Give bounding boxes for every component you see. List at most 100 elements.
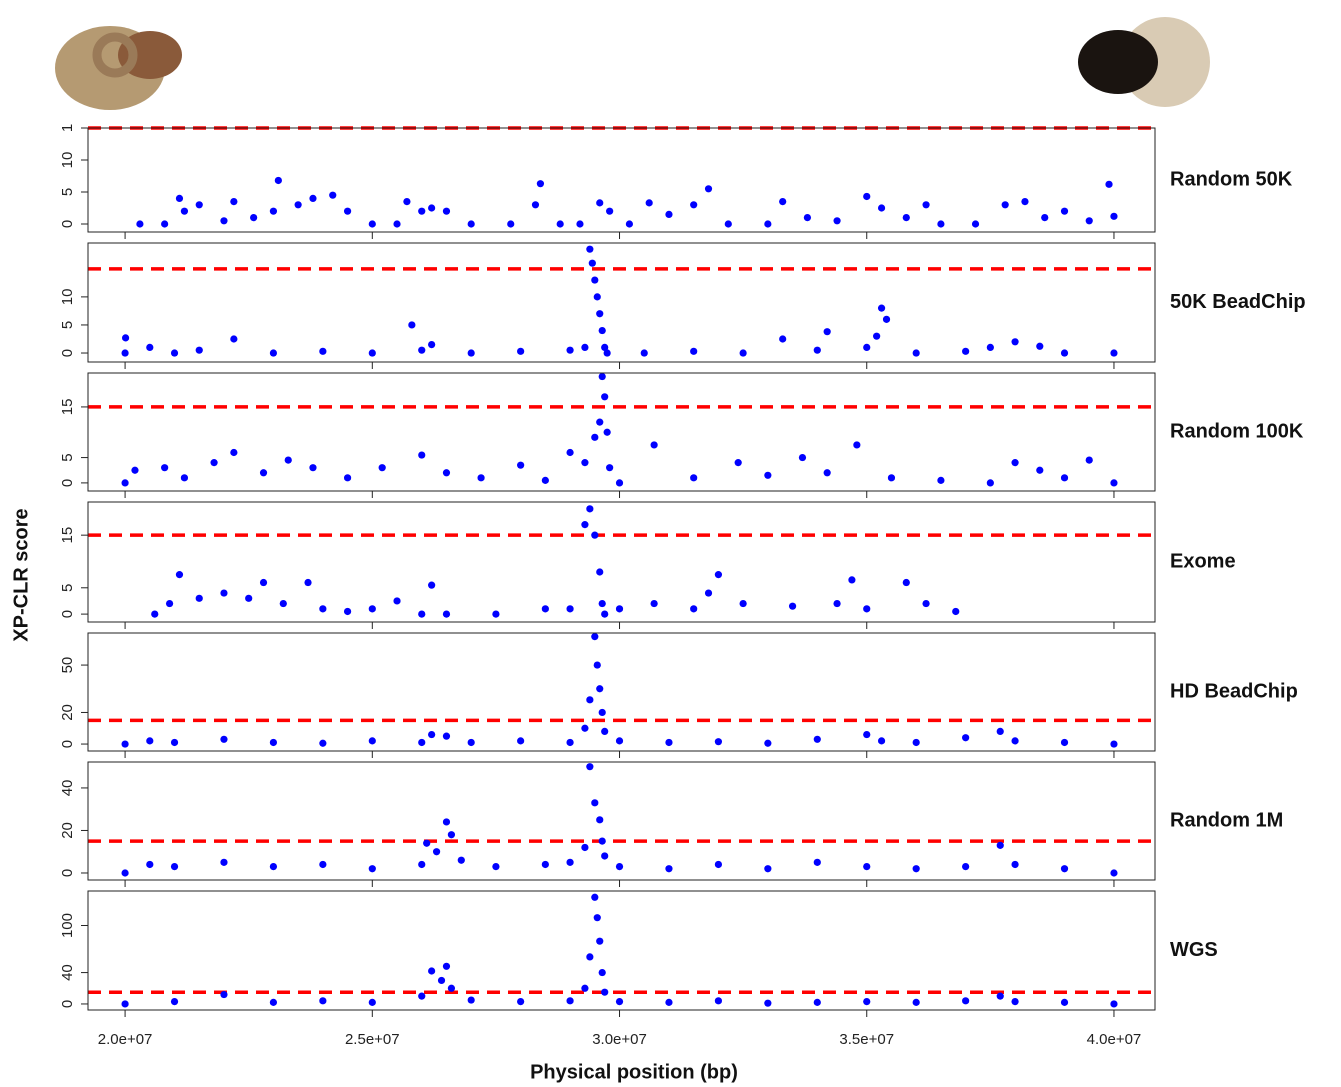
data-point	[309, 194, 317, 202]
data-point	[593, 914, 601, 922]
y-tick-label: 10	[59, 152, 76, 169]
data-point	[368, 865, 376, 873]
data-point	[603, 428, 611, 436]
data-point	[576, 220, 584, 228]
data-point	[645, 199, 653, 207]
data-point	[378, 464, 386, 472]
data-point	[343, 207, 352, 215]
data-point	[492, 863, 500, 871]
data-point	[368, 349, 376, 357]
data-point	[823, 469, 831, 477]
data-point	[598, 326, 606, 335]
data-point	[121, 1000, 129, 1008]
data-point	[195, 594, 203, 602]
data-point	[704, 185, 713, 193]
data-point	[601, 988, 609, 996]
data-point	[121, 869, 129, 877]
data-point	[813, 998, 821, 1006]
data-point	[161, 464, 169, 472]
data-point	[210, 459, 218, 467]
data-point	[962, 734, 970, 742]
data-point	[581, 343, 589, 352]
data-point	[714, 571, 723, 579]
panel-frame	[87, 761, 1156, 881]
data-point	[863, 192, 871, 201]
data-point	[329, 191, 337, 199]
data-point	[873, 332, 881, 340]
data-point	[764, 220, 772, 228]
data-point	[714, 997, 723, 1005]
data-point	[428, 204, 436, 212]
data-point	[665, 865, 673, 873]
data-point	[447, 831, 456, 839]
data-point	[1110, 212, 1118, 220]
data-point	[269, 998, 278, 1006]
data-point	[250, 214, 258, 222]
y-tick-label: 5	[59, 321, 76, 329]
data-point	[131, 466, 139, 474]
data-point	[586, 696, 594, 704]
data-point	[447, 984, 456, 992]
data-point	[220, 589, 228, 597]
data-point	[517, 461, 525, 469]
data-point	[877, 204, 886, 212]
data-point	[986, 479, 994, 487]
data-point	[418, 207, 426, 215]
sheep-illustration	[1078, 17, 1210, 107]
data-point	[121, 479, 129, 487]
data-point	[665, 210, 673, 218]
data-point	[343, 607, 352, 616]
data-point	[690, 201, 698, 209]
data-point	[813, 346, 821, 354]
data-point	[418, 860, 426, 869]
data-point	[393, 220, 401, 228]
data-point	[581, 521, 589, 529]
data-point	[368, 605, 376, 613]
data-point	[912, 865, 920, 873]
data-point	[536, 180, 545, 188]
data-point	[437, 976, 446, 985]
data-point	[877, 737, 886, 745]
data-point	[175, 194, 184, 202]
data-point	[603, 349, 611, 357]
data-point	[442, 818, 451, 826]
y-tick-label: 20	[59, 822, 76, 839]
data-point	[601, 727, 609, 736]
data-point	[230, 335, 238, 343]
data-point	[220, 735, 228, 743]
data-point	[665, 998, 673, 1006]
data-point	[596, 199, 604, 207]
data-point	[269, 738, 278, 747]
data-point	[175, 571, 184, 579]
data-point	[457, 856, 465, 864]
data-point	[220, 858, 228, 866]
data-point	[912, 349, 920, 357]
data-point	[343, 474, 352, 482]
data-point	[245, 594, 253, 602]
data-point	[1011, 860, 1019, 869]
data-point	[428, 967, 436, 975]
y-tick-label: 0	[59, 1000, 76, 1008]
data-point	[596, 937, 604, 945]
data-point	[170, 349, 179, 357]
y-tick-label: 40	[59, 780, 76, 797]
data-point	[952, 607, 960, 616]
panel-frame	[87, 127, 1156, 233]
data-point	[136, 220, 144, 228]
data-point	[581, 459, 589, 467]
data-point	[220, 990, 228, 999]
data-point	[779, 198, 787, 206]
panel: 0 20 50 HD BeadChip	[59, 632, 1298, 758]
data-point	[937, 220, 945, 228]
data-point	[863, 343, 871, 352]
data-point	[690, 347, 698, 355]
data-point	[586, 953, 594, 961]
data-point	[962, 997, 970, 1005]
data-point	[121, 334, 130, 342]
data-point	[1110, 869, 1118, 877]
y-tick-label: 0	[59, 740, 76, 748]
data-point	[408, 321, 416, 329]
data-point	[1060, 207, 1069, 215]
data-point	[912, 738, 920, 747]
